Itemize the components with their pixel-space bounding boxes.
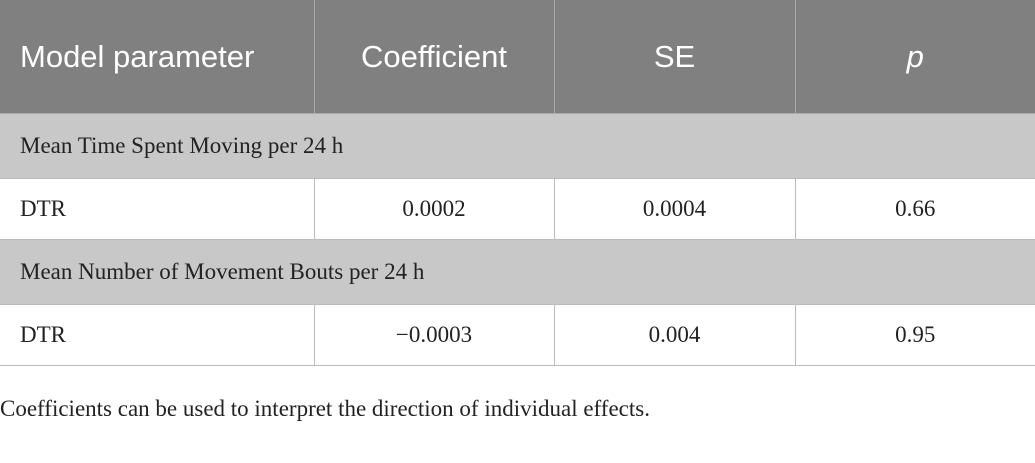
cell: 0.95 [794,304,1035,366]
section-title: Mean Number of Movement Bouts per 24 h [0,239,1035,305]
header-row: Model parameter Coefficient SE p [0,0,1035,114]
cell: 0.0002 [313,178,554,240]
footnote: Coefficients can be used to interpret th… [0,396,650,421]
header-cell: p [794,0,1035,114]
section-title: Mean Time Spent Moving per 24 h [0,113,1035,179]
data-row: DTR −0.0003 0.004 0.95 [0,304,1035,366]
cell: DTR [0,304,314,366]
header-cell: Model parameter [0,0,314,114]
cell: 0.004 [553,304,795,366]
section-row: Mean Time Spent Moving per 24 h [0,113,1035,179]
cell: 0.66 [794,178,1035,240]
section-row: Mean Number of Movement Bouts per 24 h [0,239,1035,305]
data-row: DTR 0.0002 0.0004 0.66 [0,178,1035,240]
cell: DTR [0,178,314,240]
table: Model parameter Coefficient SE p Mean Ti… [0,0,1035,366]
cell: 0.0004 [553,178,795,240]
cell: −0.0003 [313,304,554,366]
header-cell: SE [553,0,795,114]
header-cell: Coefficient [313,0,554,114]
